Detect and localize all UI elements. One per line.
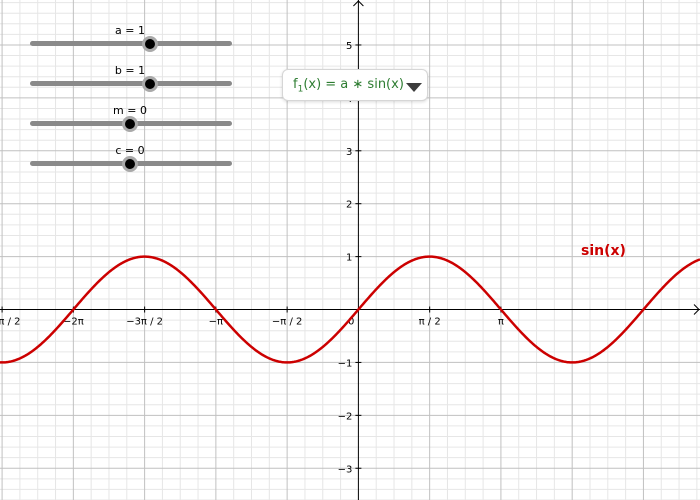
slider-a-track[interactable] bbox=[30, 41, 232, 46]
x-axis-ticks: −5π / 2 −2π −3π / 2 −π −π / 2 0 π / 2 π bbox=[0, 306, 504, 328]
y-tick-label: −2 bbox=[338, 411, 353, 422]
x-tick-label: −π bbox=[209, 317, 223, 328]
slider-b-handle[interactable] bbox=[142, 76, 158, 92]
y-axis-ticks: −3−2−112345 bbox=[338, 41, 362, 475]
y-axis-arrow-icon bbox=[353, 0, 364, 7]
slider-c-label: c = 0 bbox=[115, 144, 145, 157]
slider-a-label: a = 1 bbox=[115, 24, 145, 37]
y-tick-label: 5 bbox=[346, 41, 352, 52]
y-tick-label: 1 bbox=[346, 253, 352, 264]
sine-curve[interactable] bbox=[0, 255, 700, 364]
function-subscript: 1 bbox=[297, 84, 304, 95]
x-tick-label: −5π / 2 bbox=[0, 317, 21, 328]
curve-label: sin(x) bbox=[581, 243, 626, 259]
function-expression: (x) = a ∗ sin(x) bbox=[303, 77, 404, 92]
x-axis-arrow-icon bbox=[693, 304, 700, 315]
y-tick-label: −1 bbox=[338, 358, 353, 369]
function-definition[interactable]: f1(x) = a ∗ sin(x) bbox=[293, 77, 404, 95]
slider-c[interactable]: c = 0 bbox=[30, 144, 232, 174]
x-tick-label: −2π bbox=[63, 317, 84, 328]
x-tick-label: π bbox=[498, 317, 504, 328]
slider-a[interactable]: a = 1 bbox=[30, 24, 232, 54]
function-name: f bbox=[293, 77, 298, 92]
slider-b-track[interactable] bbox=[30, 81, 232, 86]
slider-m-label: m = 0 bbox=[113, 104, 147, 117]
slider-b[interactable]: b = 1 bbox=[30, 64, 232, 94]
function-input-box[interactable]: f1(x) = a ∗ sin(x) bbox=[282, 69, 428, 101]
y-tick-label: −3 bbox=[338, 464, 353, 475]
dropdown-triangle-icon[interactable] bbox=[406, 83, 422, 92]
slider-c-handle[interactable] bbox=[122, 156, 138, 172]
y-tick-label: 3 bbox=[346, 147, 352, 158]
slider-m[interactable]: m = 0 bbox=[30, 104, 232, 134]
x-tick-label: π / 2 bbox=[419, 317, 441, 328]
y-tick-label: 2 bbox=[346, 200, 352, 211]
slider-b-label: b = 1 bbox=[114, 64, 146, 77]
slider-m-handle[interactable] bbox=[122, 116, 138, 132]
x-tick-label: 0 bbox=[348, 317, 354, 328]
slider-a-handle[interactable] bbox=[142, 36, 158, 52]
x-tick-label: −3π / 2 bbox=[126, 317, 163, 328]
x-tick-label: −π / 2 bbox=[272, 317, 303, 328]
